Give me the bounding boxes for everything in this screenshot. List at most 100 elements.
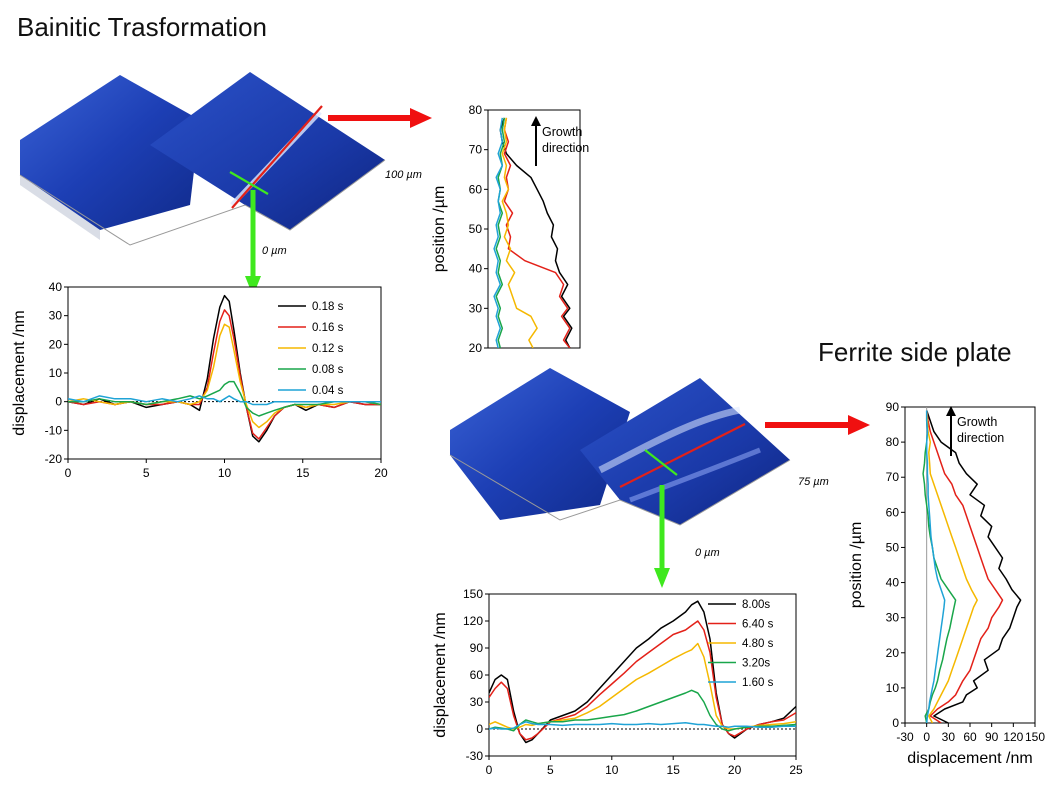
legend-label: 0.16 s: [312, 322, 344, 334]
page-title: Bainitic Trasformation: [17, 12, 267, 42]
x-tick-label: 10: [218, 466, 232, 480]
series-group: [489, 600, 796, 744]
growth-annotation: direction: [957, 431, 1004, 445]
x-tick-label: 25: [789, 763, 803, 777]
y-tick-label: 40: [886, 576, 900, 590]
profile-line-red: [619, 423, 746, 488]
series-line-3: [68, 380, 381, 417]
y-tick-label: 120: [463, 614, 483, 628]
x-tick-label: 0: [486, 763, 493, 777]
profile-line-green: [644, 449, 678, 476]
y-tick-label: 30: [49, 309, 63, 323]
series-line-1: [503, 117, 571, 348]
scan-label-near: 0 µm: [695, 547, 720, 559]
y-tick-label: 30: [470, 695, 484, 709]
x-tick-label: 5: [143, 466, 150, 480]
x-tick-label: 30: [942, 730, 956, 744]
x-tick-label: 0: [923, 730, 930, 744]
y-tick-label: 20: [886, 646, 900, 660]
x-tick-label: 60: [963, 730, 977, 744]
series-line-2: [925, 410, 978, 723]
series-line-2: [489, 642, 796, 730]
y-axis-label: position /µm: [431, 186, 448, 273]
y-tick-label: 150: [463, 587, 483, 601]
x-tick-label: 10: [605, 763, 619, 777]
x-tick-label: -30: [896, 730, 914, 744]
y-tick-label: 60: [469, 182, 483, 196]
y-tick-label: 50: [469, 222, 483, 236]
y-tick-label: 0: [892, 716, 899, 730]
series-line-4: [925, 410, 946, 723]
surface-plate-right: [580, 378, 790, 525]
x-tick-label: 150: [1025, 730, 1045, 744]
scan-label-far: 100 µm: [385, 169, 422, 181]
x-axis-label: displacement /nm: [907, 750, 1032, 767]
series-line-4: [68, 395, 381, 406]
growth-annotation: Growth: [542, 125, 582, 139]
arrow-green-top: [245, 190, 261, 296]
y-tick-label: -20: [45, 452, 63, 466]
series-line-3: [922, 410, 957, 723]
series-group: [68, 294, 381, 443]
x-tick-label: 5: [547, 763, 554, 777]
surface-plate-left: [20, 75, 200, 230]
y-axis-label: position /µm: [848, 522, 865, 609]
profile-line-red: [231, 105, 323, 209]
y-tick-label: 10: [886, 681, 900, 695]
growth-arrow-head: [946, 406, 956, 416]
bainite-surface-scan: 100 µm 0 µm: [19, 72, 422, 257]
y-tick-label: 70: [886, 470, 900, 484]
series-line-0: [489, 600, 796, 744]
surface-plate-right: [150, 72, 385, 230]
ferrite-surface-scan: 75 µm 0 µm: [449, 368, 829, 559]
series-line-0: [499, 117, 573, 348]
y-tick-label: 70: [469, 143, 483, 157]
surface-plate-left-base: [20, 175, 100, 240]
legend-label: 0.12 s: [312, 343, 344, 355]
x-tick-label: 15: [296, 466, 310, 480]
series-line-4: [493, 117, 504, 348]
arrow-red-bottom: [765, 415, 870, 435]
series-line-1: [489, 620, 796, 741]
series-group: [493, 117, 573, 348]
plot-area: [67, 286, 382, 460]
y-tick-label: 90: [470, 641, 484, 655]
surface-box-axes: [19, 159, 386, 246]
series-line-1: [925, 410, 1004, 723]
arrow-green-bottom: [654, 485, 670, 588]
x-tick-label: 20: [728, 763, 742, 777]
series-line-0: [68, 294, 381, 443]
series-line-4: [489, 721, 796, 730]
scan-label-near: 0 µm: [262, 245, 287, 257]
y-tick-label: 80: [886, 435, 900, 449]
x-tick-label: 120: [1003, 730, 1023, 744]
y-tick-label: 10: [49, 366, 63, 380]
y-axis-label: displacement /nm: [432, 612, 449, 737]
scan-label-far: 75 µm: [798, 476, 829, 488]
legend-label: 8.00s: [742, 599, 770, 611]
legend-label: 1.60 s: [742, 677, 774, 689]
growth-annotation: direction: [542, 141, 589, 155]
y-tick-label: -10: [45, 423, 63, 437]
growth-annotation: Growth: [957, 415, 997, 429]
legend-label: 6.40 s: [742, 619, 774, 631]
y-tick-label: 50: [886, 540, 900, 554]
section-title-ferrite: Ferrite side plate: [818, 337, 1012, 367]
series-line-0: [925, 410, 1022, 723]
y-tick-label: 90: [886, 400, 900, 414]
legend-label: 0.04 s: [312, 385, 344, 397]
y-tick-label: 0: [55, 395, 62, 409]
x-tick-label: 20: [374, 466, 388, 480]
legend-label: 0.08 s: [312, 364, 344, 376]
legend-label: 4.80 s: [742, 638, 774, 650]
series-line-2: [501, 117, 538, 348]
surface-ridge-2: [629, 447, 761, 503]
y-tick-label: 80: [469, 103, 483, 117]
y-tick-label: 0: [476, 722, 483, 736]
chart-bainite-growth: 20 30 40 50 60 70 80 position /µm Growth directio…: [431, 103, 589, 355]
y-tick-label: 30: [886, 611, 900, 625]
x-tick-label: 90: [985, 730, 999, 744]
y-tick-label: 30: [469, 301, 483, 315]
